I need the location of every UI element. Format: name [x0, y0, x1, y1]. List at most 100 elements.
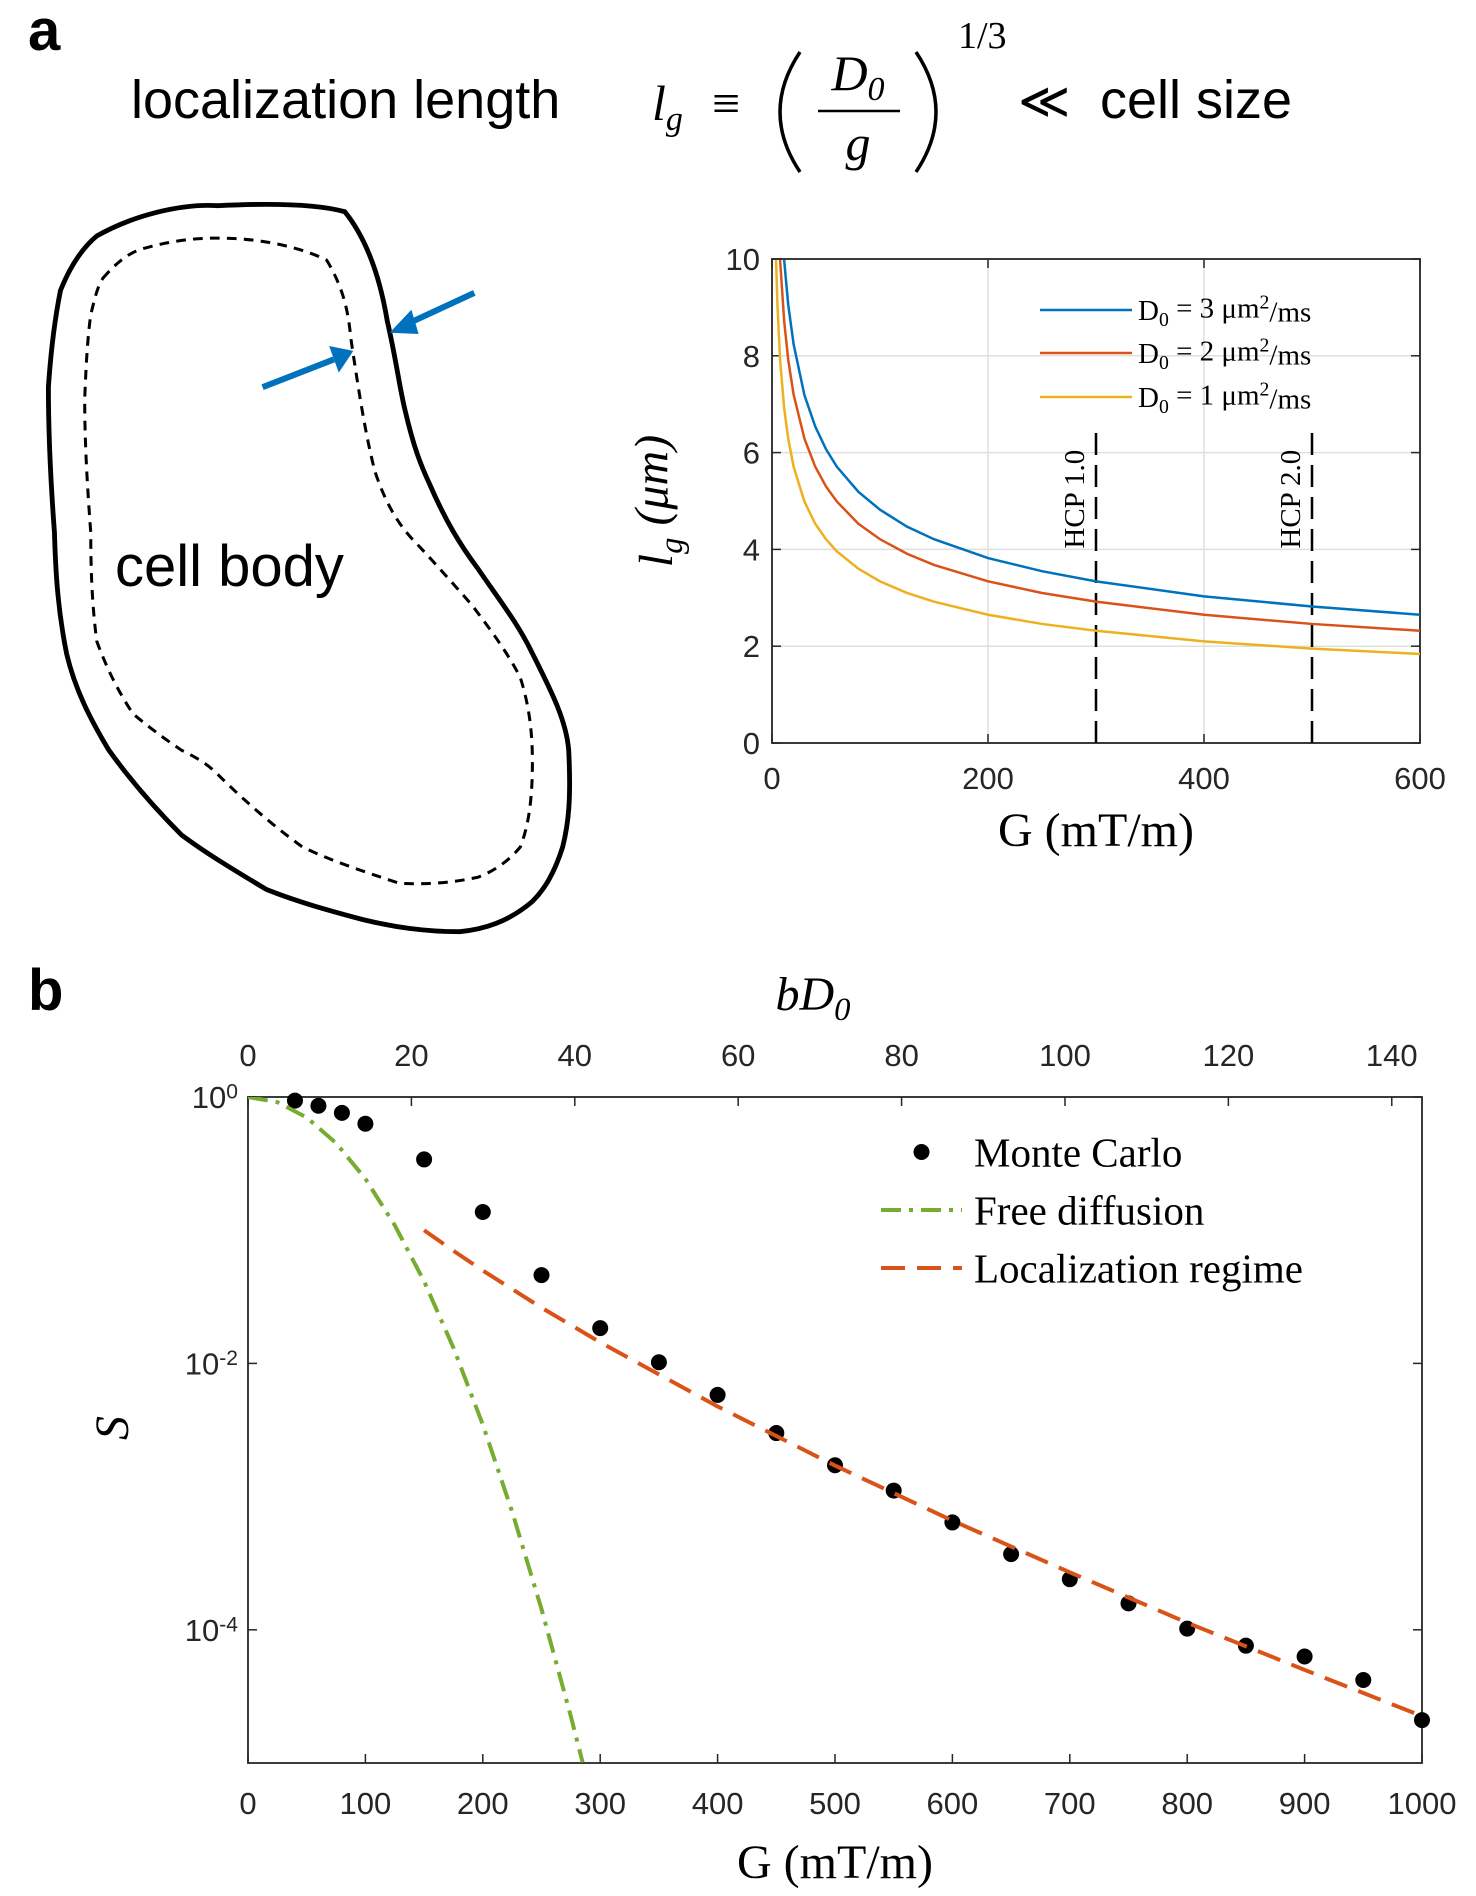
text-part: = 1 μm [1169, 379, 1260, 411]
text-part: 0 [868, 71, 885, 108]
annotation-label: HCP 1.0 [1059, 450, 1091, 549]
x2-axis-label: bD0 [776, 968, 851, 1028]
x2-tick-label: 120 [1203, 1038, 1255, 1073]
x2-tick-label: 80 [884, 1038, 918, 1073]
header-text: cell size [1100, 70, 1292, 130]
data-point [474, 1203, 491, 1220]
text-part: 0 [763, 761, 780, 796]
text-part: (μm) [625, 435, 678, 538]
arrowhead [329, 346, 354, 373]
x-tick-label: 400 [1178, 761, 1230, 796]
series-line [782, 259, 1420, 616]
text-part: 1000 [1388, 1786, 1457, 1821]
data-point [357, 1115, 374, 1132]
data-point [533, 1267, 550, 1284]
text-part: 0 [1159, 352, 1169, 374]
x-tick-label: 600 [1394, 761, 1446, 796]
legend-label: D0 = 1 μm2/ms [1138, 378, 1311, 418]
y-tick-label: 0 [743, 726, 760, 761]
data-point [650, 1354, 667, 1371]
text-part: 600 [1394, 761, 1446, 796]
x2-tick-label: 20 [394, 1038, 428, 1073]
text-part: 8 [743, 339, 760, 374]
text-part: /ms [1269, 297, 1311, 329]
series-line [774, 259, 1420, 656]
cell-inner-outline [83, 236, 534, 886]
text-part: g [654, 538, 690, 554]
text-part: 20 [394, 1038, 428, 1073]
text-part: 80 [884, 1038, 918, 1073]
data-point [1296, 1648, 1313, 1665]
cell-drawing [45, 201, 573, 935]
series-line [778, 259, 1420, 632]
text-part: 60 [721, 1038, 755, 1073]
text-part: 2 [1260, 378, 1270, 400]
data-point [1355, 1671, 1372, 1688]
text-part: S [86, 1416, 139, 1440]
x-tick-label: 700 [1044, 1786, 1096, 1821]
y-tick-label: 8 [743, 339, 760, 374]
y-tick-label: 10 [726, 242, 760, 277]
text-part: 0 [743, 726, 760, 761]
legend-label: D0 = 2 μm2/ms [1138, 334, 1311, 374]
text-part: 700 [1044, 1786, 1096, 1821]
text-part: = 3 μm [1169, 292, 1260, 324]
x2-tick-label: 140 [1366, 1038, 1418, 1073]
text-part: 6 [743, 436, 760, 471]
data-point [1414, 1712, 1430, 1729]
text-part: D [1138, 382, 1159, 414]
x2-tick-label: 40 [558, 1038, 592, 1073]
data-point [310, 1097, 327, 1114]
legend-marker [913, 1144, 930, 1160]
text-part: 10 [192, 1080, 226, 1115]
text-part: /ms [1269, 384, 1311, 416]
x-tick-label: 0 [239, 1786, 256, 1821]
text-part: 600 [927, 1786, 979, 1821]
legend-label: Localization regime [974, 1245, 1303, 1291]
text-part: 120 [1203, 1038, 1255, 1073]
text-part: Localization regime [974, 1245, 1303, 1291]
x-tick-label: 800 [1161, 1786, 1213, 1821]
data-point [286, 1092, 303, 1109]
text-part: -2 [219, 1347, 238, 1370]
x2-tick-label: 0 [239, 1038, 256, 1073]
text-part: 100 [1039, 1038, 1091, 1073]
text-part: l [652, 75, 666, 131]
text-part: /ms [1269, 340, 1311, 372]
legend-label: D0 = 3 μm2/ms [1138, 291, 1311, 331]
text-part: 400 [1178, 761, 1230, 796]
arrowhead [389, 309, 419, 334]
annotation-label: HCP 2.0 [1275, 450, 1307, 549]
y-tick-label: 2 [743, 629, 760, 664]
paren [914, 51, 938, 173]
x-tick-label: 100 [340, 1786, 392, 1821]
text-part: 2 [1260, 291, 1270, 313]
text-part: G (mT/m) [737, 1836, 933, 1889]
y-tick-label: 100 [192, 1080, 238, 1115]
x-tick-label: 400 [692, 1786, 744, 1821]
plot-frame [247, 1096, 1423, 1764]
text-part: 800 [1161, 1786, 1213, 1821]
legend-label: Free diffusion [974, 1187, 1204, 1233]
text-part: 2 [743, 629, 760, 664]
y-tick-label: 6 [743, 436, 760, 471]
data-point [1003, 1546, 1020, 1563]
text-part: 10 [185, 1346, 219, 1381]
y-tick-label: 4 [743, 532, 760, 567]
series-line [248, 1097, 585, 1763]
chart: 0 100 200 300 400 500 600 700 800 900 100010010-21… [86, 968, 1456, 1889]
x-axis-label: G (mT/m) [737, 1836, 933, 1889]
y-axis-label: S [86, 1416, 139, 1440]
text-part: 0 [239, 1038, 256, 1073]
cell-outline [45, 201, 573, 935]
text-part: G (mT/m) [998, 804, 1194, 857]
panel-label: a [28, 0, 61, 63]
x-tick-label: 300 [574, 1786, 626, 1821]
text-part: 40 [558, 1038, 592, 1073]
drawing-label: cell body [115, 534, 344, 599]
x-tick-label: 900 [1279, 1786, 1331, 1821]
text-part: 0 [1159, 309, 1169, 331]
text-part: 10 [185, 1613, 219, 1648]
